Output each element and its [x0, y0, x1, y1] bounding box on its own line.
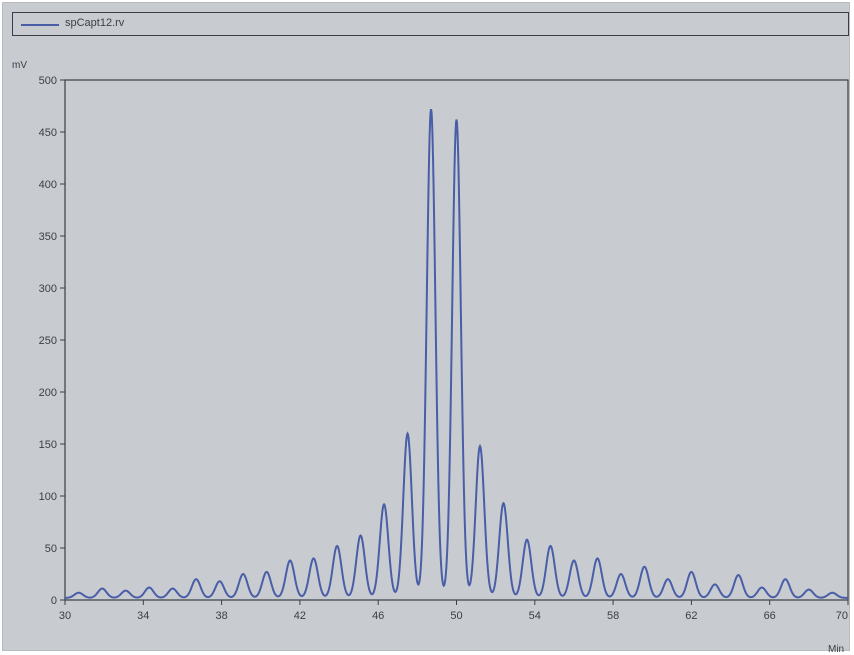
y-tick-label: 350	[39, 231, 57, 243]
y-tick-label: 400	[39, 179, 57, 191]
x-tick-label: 54	[529, 610, 541, 622]
y-axis: 0 50 100 150 200 250 300 350 400 450 500	[39, 75, 65, 607]
x-tick-label: 30	[59, 610, 71, 622]
y-tick-label: 250	[39, 335, 57, 347]
y-tick-label: 100	[39, 491, 57, 503]
chart-legend: spCapt12.rv	[12, 12, 849, 36]
plot-area	[64, 79, 849, 601]
series-line	[64, 108, 848, 599]
x-tick-label: 58	[607, 610, 619, 622]
y-tick-label: 200	[39, 387, 57, 399]
x-tick-label: 38	[215, 610, 227, 622]
x-tick-label: 34	[137, 610, 149, 622]
y-tick-label: 0	[51, 595, 57, 607]
legend-series-label: spCapt12.rv	[65, 17, 125, 29]
x-axis: 30 34 38 42 46 50 54 58 62 66 70	[59, 600, 849, 622]
x-tick-label: 50	[450, 610, 462, 622]
x-tick-label: 62	[685, 610, 697, 622]
y-tick-label: 500	[39, 75, 57, 87]
x-tick-label: 70	[836, 610, 848, 622]
x-tick-label: 42	[294, 610, 306, 622]
y-axis-unit: mV	[12, 60, 27, 71]
y-tick-label: 300	[39, 283, 57, 295]
y-tick-label: 50	[45, 543, 57, 555]
x-tick-label: 66	[764, 610, 776, 622]
legend-swatch	[21, 24, 59, 26]
y-tick-label: 450	[39, 127, 57, 139]
x-tick-label: 46	[372, 610, 384, 622]
x-axis-unit: Min	[828, 644, 844, 655]
y-tick-label: 150	[39, 439, 57, 451]
